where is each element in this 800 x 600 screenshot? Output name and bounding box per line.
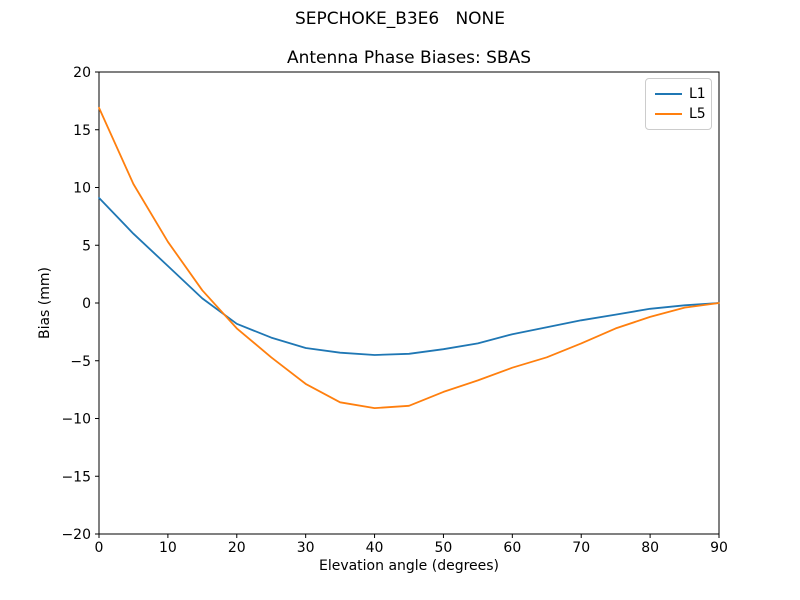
x-tick-label: 40 — [366, 540, 384, 556]
legend-label-l1: L1 — [689, 86, 706, 102]
series-line-l5 — [98, 106, 720, 410]
legend: L1 L5 — [645, 78, 712, 130]
y-tick-label: 20 — [73, 65, 91, 81]
legend-entry-l1: L1 — [655, 84, 706, 104]
x-tick-label: 10 — [159, 540, 177, 556]
l1-line-swatch — [655, 93, 682, 95]
x-tick-label: 30 — [297, 540, 315, 556]
x-tick-label: 80 — [641, 540, 659, 556]
axes-frame — [98, 71, 720, 535]
y-tick-label: −5 — [70, 354, 91, 370]
y-tick-label: 10 — [73, 181, 91, 197]
y-tick-label: 15 — [73, 123, 91, 139]
y-tick-label: −20 — [61, 527, 91, 543]
legend-entry-l5: L5 — [655, 104, 706, 124]
x-tick-label: 20 — [228, 540, 246, 556]
l5-line-swatch — [655, 113, 682, 115]
series-line-l1 — [98, 196, 720, 356]
x-axis-label: Elevation angle (degrees) — [318, 558, 500, 574]
y-tick-label: −10 — [61, 412, 91, 428]
figure-suptitle: SEPCHOKE_B3E6 NONE — [294, 9, 505, 29]
y-tick-label: 5 — [82, 238, 91, 254]
x-tick-label: 90 — [710, 540, 728, 556]
y-tick-label: −15 — [61, 469, 91, 485]
legend-label-l5: L5 — [689, 106, 706, 122]
x-tick-label: 60 — [503, 540, 521, 556]
y-tick-label: 0 — [82, 296, 91, 312]
x-tick-label: 50 — [435, 540, 453, 556]
chart-title: Antenna Phase Biases: SBAS — [286, 48, 532, 68]
x-tick-label: 0 — [95, 540, 104, 556]
x-tick-label: 70 — [572, 540, 590, 556]
y-axis-label: Bias (mm) — [37, 266, 53, 340]
